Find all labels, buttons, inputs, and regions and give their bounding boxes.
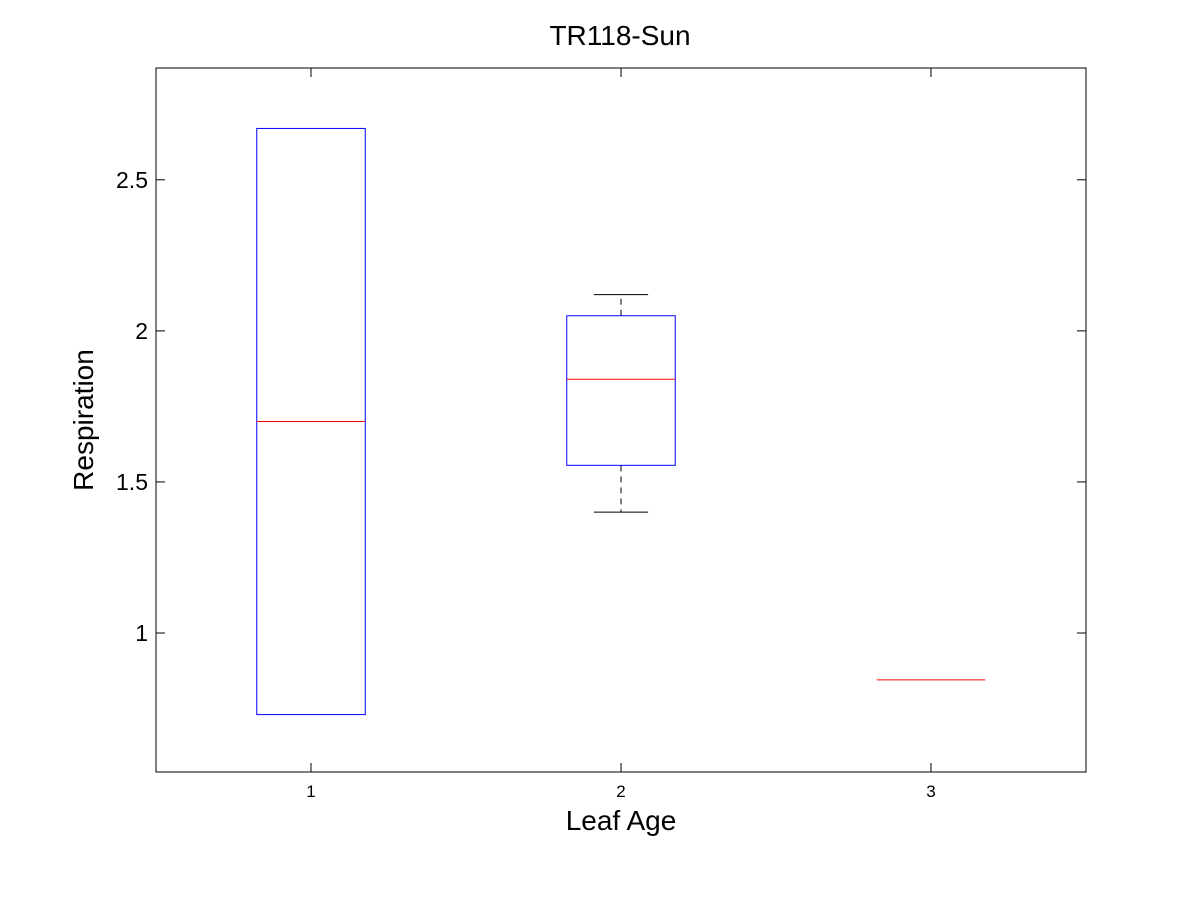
x-tick-label: 2 xyxy=(616,782,625,801)
x-tick-label: 1 xyxy=(306,782,315,801)
chart-title: TR118-Sun xyxy=(549,20,690,51)
axis-ticks: 1 1.5 2 2.5 1 2 3 xyxy=(116,68,1086,801)
y-tick-label: 1 xyxy=(135,620,148,646)
x-tick-label: 3 xyxy=(926,782,935,801)
y-tick-label: 2 xyxy=(135,318,148,344)
plot-area-frame xyxy=(155,67,1087,773)
y-tick-label: 1.5 xyxy=(116,469,148,495)
x-axis-label: Leaf Age xyxy=(566,805,677,836)
box-group-1 xyxy=(256,127,366,716)
box-series xyxy=(256,127,986,716)
box-group-2 xyxy=(566,294,676,513)
y-tick-label: 2.5 xyxy=(116,167,148,193)
y-axis-label: Respiration xyxy=(68,349,99,491)
box-iqr xyxy=(566,315,676,466)
